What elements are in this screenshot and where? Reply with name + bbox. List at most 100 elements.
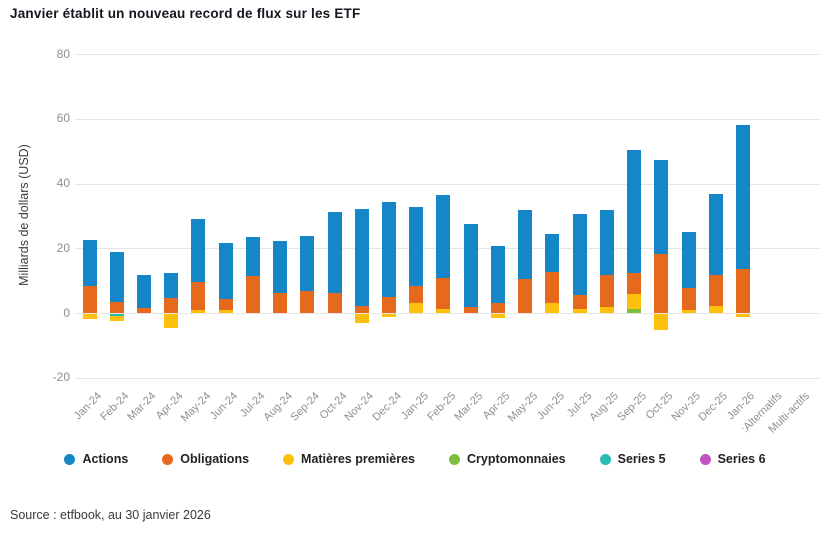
bar-segment-obligations bbox=[654, 253, 669, 313]
bar-segment-obligations bbox=[245, 275, 260, 313]
bar-segment-obligations bbox=[681, 288, 696, 310]
bar-segment-obligations bbox=[382, 296, 397, 313]
bar-segment-cryptomonnaies bbox=[627, 309, 642, 313]
bar-segment-obligations bbox=[300, 290, 315, 313]
bar-segment-actions bbox=[327, 211, 342, 293]
bar-segment-actions bbox=[300, 235, 315, 291]
gridline bbox=[75, 313, 820, 314]
bar-segment-obligations bbox=[627, 272, 642, 294]
bar-segment-obligations bbox=[708, 275, 723, 306]
x-axis-label: Nov-25 bbox=[669, 390, 704, 424]
bar-segment-actions bbox=[354, 209, 369, 306]
bar-segment-mati-res-premi-res bbox=[109, 315, 124, 322]
x-axis-label: Aug-24 bbox=[261, 390, 295, 424]
bar-segment-mati-res-premi-res bbox=[191, 309, 206, 313]
bar-segment-mati-res-premi-res bbox=[681, 309, 696, 313]
bar-segment-obligations bbox=[599, 275, 614, 308]
x-axis-label: Dec-24 bbox=[369, 390, 404, 424]
x-axis-label: Aug-25 bbox=[587, 390, 622, 424]
bar-segment-obligations bbox=[82, 286, 97, 313]
bar-segment-obligations bbox=[436, 278, 451, 309]
x-axis-label: Jun-25 bbox=[534, 390, 567, 423]
bar-segment-mati-res-premi-res bbox=[382, 314, 397, 317]
bar-segment-mati-res-premi-res bbox=[164, 314, 179, 329]
bar-segment-mati-res-premi-res bbox=[436, 308, 451, 313]
bar-segment-obligations bbox=[490, 302, 505, 313]
bar-segment-actions bbox=[245, 236, 260, 276]
bar-segment-obligations bbox=[572, 294, 587, 310]
bar-segment-obligations bbox=[736, 268, 751, 313]
legend-dot-icon bbox=[64, 453, 76, 465]
bar-segment-mati-res-premi-res bbox=[82, 314, 97, 319]
gridline bbox=[75, 378, 820, 379]
legend-label: Series 5 bbox=[617, 452, 666, 466]
bar-segment-obligations bbox=[518, 279, 533, 313]
x-axis-label: Feb-25 bbox=[424, 390, 458, 424]
legend-label: Cryptomonnaies bbox=[466, 452, 566, 466]
bar-segment-actions bbox=[654, 160, 669, 254]
bar-segment-mati-res-premi-res bbox=[572, 309, 587, 313]
gridline bbox=[75, 119, 820, 120]
bar-segment-actions bbox=[708, 193, 723, 276]
legend-item-actions[interactable]: Actions bbox=[64, 452, 128, 466]
legend-label: Series 6 bbox=[717, 452, 766, 466]
y-tick-label: 80 bbox=[56, 46, 70, 61]
bar-segment-obligations bbox=[545, 271, 560, 303]
bar-segment-actions bbox=[463, 223, 478, 307]
legend-label: Actions bbox=[82, 452, 129, 466]
y-axis-title: Milliards de dollars (USD) bbox=[17, 144, 31, 286]
bar-segment-obligations bbox=[136, 308, 151, 313]
bar-segment-mati-res-premi-res bbox=[409, 302, 424, 313]
bar-segment-mati-res-premi-res bbox=[490, 314, 505, 318]
bar-segment-series-5 bbox=[109, 314, 124, 316]
bar-segment-actions bbox=[191, 218, 206, 283]
bar-segment-actions bbox=[218, 243, 233, 300]
bar-segment-obligations bbox=[191, 282, 206, 310]
legend-item-series-6[interactable]: Series 6 bbox=[699, 452, 766, 466]
x-axis-label: Mar-24 bbox=[125, 390, 159, 424]
bar-segment-actions bbox=[736, 124, 751, 269]
legend-dot-icon bbox=[699, 453, 711, 465]
y-tick-label: 0 bbox=[63, 305, 70, 320]
gridline bbox=[75, 184, 820, 185]
chart-title: Janvier établit un nouveau record de flu… bbox=[10, 6, 361, 21]
bar-segment-mati-res-premi-res bbox=[545, 302, 560, 313]
bar-segment-mati-res-premi-res bbox=[627, 293, 642, 310]
bar-segment-obligations bbox=[463, 306, 478, 313]
bar-segment-obligations bbox=[218, 299, 233, 310]
bar-segment-mati-res-premi-res bbox=[599, 307, 614, 313]
gridline bbox=[75, 54, 820, 55]
bar-segment-actions bbox=[436, 194, 451, 279]
bar-segment-mati-res-premi-res bbox=[736, 314, 751, 318]
bar-segment-actions bbox=[136, 275, 151, 309]
bar-segment-actions bbox=[627, 149, 642, 273]
x-axis-label: Nov-24 bbox=[342, 390, 377, 424]
bar-segment-actions bbox=[599, 209, 614, 276]
legend-label: Obligations bbox=[180, 452, 250, 466]
bar-segment-actions bbox=[572, 213, 587, 295]
bar-segment-actions bbox=[109, 252, 124, 302]
y-tick-label: 40 bbox=[56, 176, 70, 190]
legend-item-cryptomonnaies[interactable]: Cryptomonnaies bbox=[448, 452, 566, 466]
legend-item-series-5[interactable]: Series 5 bbox=[599, 452, 666, 466]
legend-label: Matières premières bbox=[301, 452, 415, 466]
legend-item-mati-res-premi-res[interactable]: Matières premières bbox=[283, 452, 415, 466]
bar-segment-obligations bbox=[327, 292, 342, 313]
legend-item-obligations[interactable]: Obligations bbox=[162, 452, 249, 466]
x-axis-label: Jun-24 bbox=[207, 390, 241, 423]
bar-segment-obligations bbox=[273, 293, 288, 313]
bar-segment-obligations bbox=[409, 286, 424, 303]
bar-segment-actions bbox=[273, 240, 288, 294]
legend-dot-icon bbox=[448, 453, 460, 465]
bar-segment-actions bbox=[409, 206, 424, 287]
bar-segment-actions bbox=[681, 232, 696, 289]
bar-segment-mati-res-premi-res bbox=[218, 309, 233, 313]
x-axis-label: May-25 bbox=[505, 390, 540, 425]
legend: Actions Obligations Matières premières Cryp… bbox=[0, 452, 830, 466]
bar-segment-obligations bbox=[164, 298, 179, 313]
bar-segment-obligations bbox=[109, 301, 124, 313]
bar-segment-actions bbox=[545, 234, 560, 272]
bar-segment-mati-res-premi-res bbox=[708, 305, 723, 313]
bar-segment-actions bbox=[490, 246, 505, 303]
